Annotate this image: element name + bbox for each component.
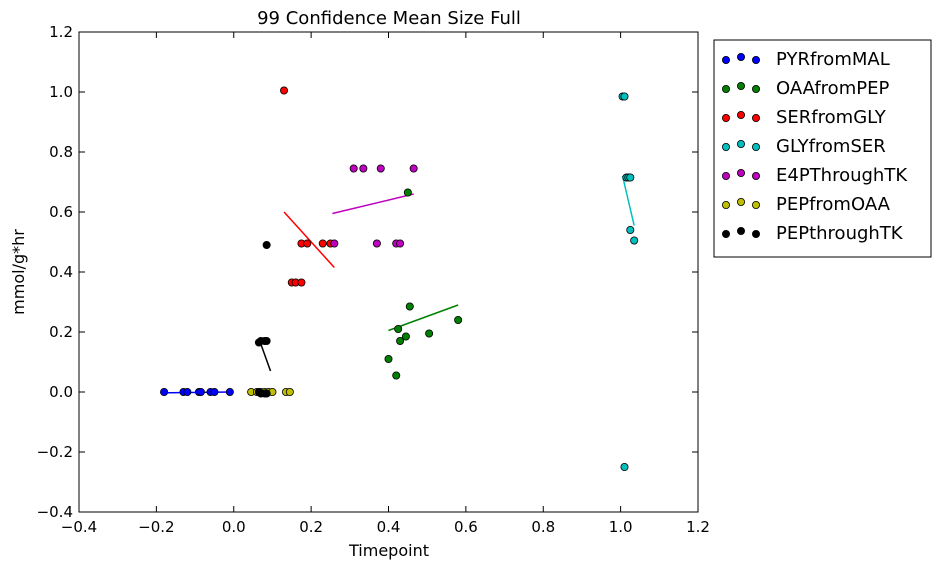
legend-marker-GLYfromSER	[737, 139, 746, 148]
legend-label-PYRfromMAL: PYRfromMAL	[776, 49, 890, 70]
legend-marker-PEPfromOAA	[722, 200, 731, 209]
data-point-GLYfromSER	[626, 225, 635, 234]
legend-label-E4PThroughTK: E4PThroughTK	[776, 165, 908, 186]
data-point-OAAfromPEP	[403, 188, 412, 197]
y-tick-label: 1.2	[49, 23, 73, 41]
legend-marker-GLYfromSER	[752, 142, 761, 151]
x-tick-label: 0.4	[377, 518, 401, 536]
legend-label-PEPfromOAA: PEPfromOAA	[776, 194, 891, 215]
legend-label-OAAfromPEP: OAAfromPEP	[776, 78, 889, 99]
legend-marker-SERfromGLY	[722, 114, 731, 123]
legend-marker-OAAfromPEP	[722, 85, 731, 94]
plot-frame	[78, 31, 699, 513]
data-point-PYRfromMAL	[183, 387, 192, 396]
fit-line-SERfromGLY	[283, 211, 335, 269]
legend-marker-PEPthroughTK	[752, 229, 761, 238]
data-point-PEPfromOAA	[285, 387, 294, 396]
data-point-SERfromGLY	[318, 239, 327, 248]
data-point-OAAfromPEP	[425, 329, 434, 338]
legend-marker-SERfromGLY	[752, 114, 761, 123]
legend-marker-PEPthroughTK	[722, 229, 731, 238]
x-tick-label: −0.4	[61, 518, 97, 536]
legend-marker-PYRfromMAL	[722, 56, 731, 65]
fit-line-E4PThroughTK	[332, 193, 414, 215]
legend-marker-PYRfromMAL	[737, 53, 746, 62]
y-tick-label: −0.2	[37, 443, 73, 461]
legend-label-SERfromGLY: SERfromGLY	[776, 107, 887, 128]
data-point-OAAfromPEP	[394, 324, 403, 333]
legend-marker-E4PThroughTK	[737, 168, 746, 177]
data-point-E4PThroughTK	[376, 164, 385, 173]
x-tick-label: 1.2	[686, 518, 710, 536]
data-point-PEPthroughTK	[262, 389, 271, 398]
data-point-GLYfromSER	[620, 92, 629, 101]
y-tick-label: 0.6	[49, 203, 73, 221]
legend-marker-GLYfromSER	[722, 142, 731, 151]
data-point-OAAfromPEP	[454, 315, 463, 324]
y-tick-label: 0.0	[49, 383, 73, 401]
x-tick-label: 0.2	[299, 518, 323, 536]
data-point-E4PThroughTK	[372, 239, 381, 248]
x-axis-label: Timepoint	[348, 541, 429, 560]
y-tick-label: 0.4	[49, 263, 73, 281]
legend-marker-OAAfromPEP	[752, 85, 761, 94]
legend-label-PEPthroughTK: PEPthroughTK	[776, 223, 904, 244]
legend-marker-PYRfromMAL	[752, 56, 761, 65]
data-point-E4PThroughTK	[409, 164, 418, 173]
data-point-E4PThroughTK	[330, 239, 339, 248]
x-tick-label: 0.8	[531, 518, 555, 536]
legend-marker-OAAfromPEP	[737, 82, 746, 91]
data-point-OAAfromPEP	[405, 302, 414, 311]
y-tick-label: −0.4	[37, 503, 73, 521]
data-point-SERfromGLY	[280, 86, 289, 95]
legend-label-GLYfromSER: GLYfromSER	[776, 136, 886, 157]
x-tick-label: 0.0	[222, 518, 246, 536]
data-point-E4PThroughTK	[359, 164, 368, 173]
y-tick-label: 0.8	[49, 143, 73, 161]
data-point-SERfromGLY	[303, 239, 312, 248]
data-point-E4PThroughTK	[349, 164, 358, 173]
data-point-PYRfromMAL	[225, 387, 234, 396]
legend-marker-PEPfromOAA	[752, 200, 761, 209]
data-point-OAAfromPEP	[384, 354, 393, 363]
data-point-E4PThroughTK	[396, 239, 405, 248]
chart-title: 99 Confidence Mean Size Full	[257, 8, 521, 29]
legend-box	[713, 39, 932, 258]
data-point-GLYfromSER	[626, 173, 635, 182]
legend-marker-SERfromGLY	[737, 111, 746, 120]
data-point-PEPthroughTK	[262, 336, 271, 345]
data-point-OAAfromPEP	[396, 336, 405, 345]
data-point-OAAfromPEP	[401, 332, 410, 341]
fit-line-PEPthroughTK	[260, 343, 272, 372]
legend-marker-E4PThroughTK	[722, 171, 731, 180]
legend-marker-PEPthroughTK	[737, 226, 746, 235]
y-tick-label: 1.0	[49, 83, 73, 101]
x-tick-label: −0.2	[138, 518, 174, 536]
data-point-PYRfromMAL	[210, 387, 219, 396]
legend-marker-PEPfromOAA	[737, 197, 746, 206]
data-point-PYRfromMAL	[196, 387, 205, 396]
x-tick-label: 0.6	[454, 518, 478, 536]
data-point-PYRfromMAL	[160, 387, 169, 396]
y-tick-label: 0.2	[49, 323, 73, 341]
fit-line-GLYfromSER	[621, 175, 635, 226]
data-point-SERfromGLY	[297, 278, 306, 287]
data-point-OAAfromPEP	[392, 371, 401, 380]
data-point-PEPthroughTK	[262, 240, 271, 249]
data-point-GLYfromSER	[620, 462, 629, 471]
legend: PYRfromMAL OAAfromPEP SERfromGLY GLYfromSER…	[713, 39, 932, 258]
axes: −0.4−0.4 −0.2 −0.2 0.0 0.0 0.2 0.2 0.4 0.4 0.6 0.6…	[37, 23, 710, 536]
y-axis-label: mmol/g*hr	[9, 229, 28, 315]
x-tick-label: 1.0	[609, 518, 633, 536]
legend-marker-E4PThroughTK	[752, 171, 761, 180]
plot-area	[160, 86, 639, 471]
data-point-GLYfromSER	[630, 236, 639, 245]
